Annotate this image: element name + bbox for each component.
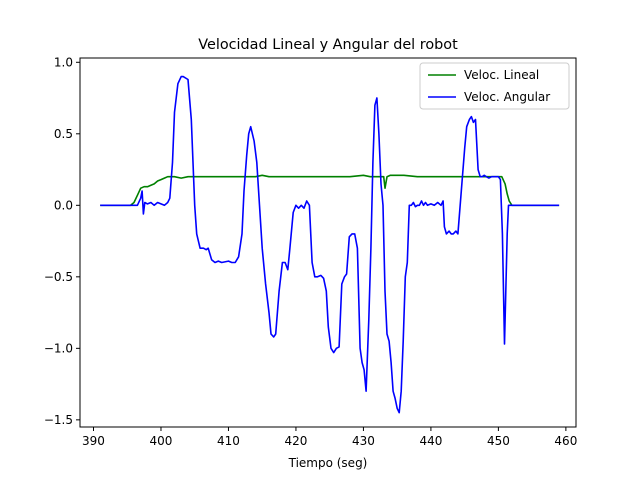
- legend: Veloc. Lineal Veloc. Angular: [419, 62, 570, 110]
- series-layer: [100, 75, 560, 414]
- series-line-angular: [100, 75, 560, 414]
- x-tick-label: 440: [419, 434, 442, 448]
- x-axis: 390 400 410 420 430 440 450 460: [82, 427, 577, 448]
- y-tick-label: −1.5: [44, 413, 73, 427]
- x-tick-label: 460: [554, 434, 577, 448]
- x-tick-label: 450: [487, 434, 510, 448]
- x-tick-label: 430: [352, 434, 375, 448]
- y-tick-label: −0.5: [44, 270, 73, 284]
- x-tick-label: 400: [150, 434, 173, 448]
- plot-frame: [79, 57, 577, 428]
- y-tick-label: 0.0: [54, 198, 73, 212]
- x-tick-label: 390: [82, 434, 105, 448]
- y-tick-label: 0.5: [54, 127, 73, 141]
- x-axis-label: Tiempo (seg): [288, 456, 368, 470]
- y-tick-label: −1.0: [44, 341, 73, 355]
- x-tick-label: 420: [284, 434, 307, 448]
- series-line-lineal: [100, 174, 560, 207]
- legend-label-lineal: Veloc. Lineal: [464, 68, 539, 82]
- legend-label-angular: Veloc. Angular: [464, 90, 550, 104]
- y-tick-label: 1.0: [54, 55, 73, 69]
- chart-title: Velocidad Lineal y Angular del robot: [198, 37, 458, 53]
- x-tick-label: 410: [217, 434, 240, 448]
- y-axis: −1.5 −1.0 −0.5 0.0 0.5 1.0: [44, 55, 80, 427]
- legend-box: [419, 62, 570, 110]
